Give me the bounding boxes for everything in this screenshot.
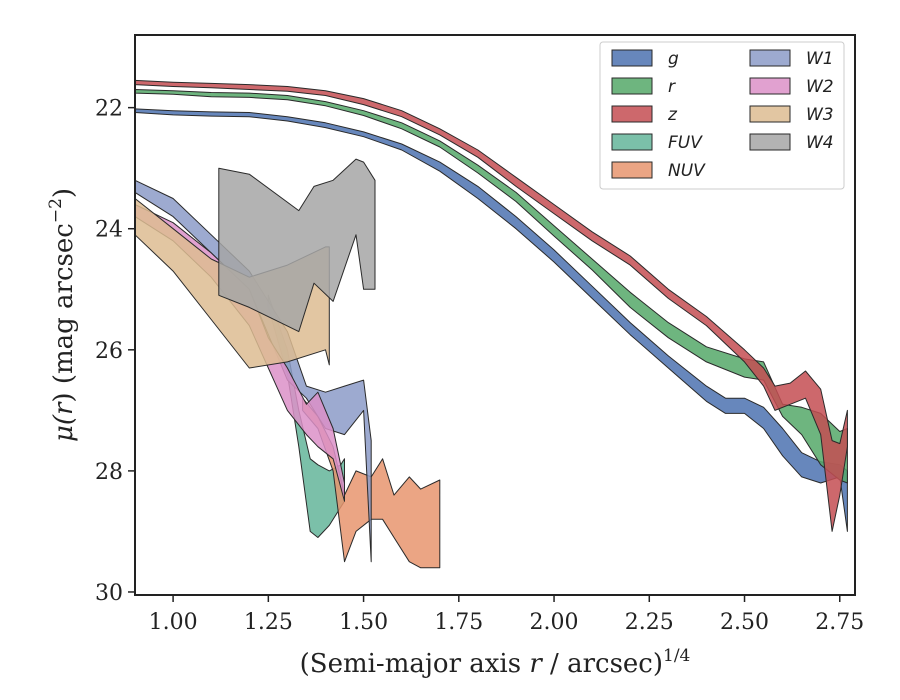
legend-label-w1: W1: [806, 49, 834, 69]
legend-label-w4: W4: [806, 133, 834, 153]
y-tick-label: 26: [95, 339, 123, 364]
series-areas: [134, 79, 848, 569]
legend-swatch-r: [611, 77, 653, 95]
legend-swatch-w3: [749, 105, 791, 123]
axis-ticks: 1.00 1.25 1.50 1.75 2.00 2.25 2.50 2.75 22 24 26 28…: [95, 97, 864, 635]
y-tick-label: 24: [95, 218, 123, 243]
x-tick-label: 2.75: [815, 610, 864, 635]
plot-frame: [134, 34, 856, 596]
legend-label-nuv: NUV: [668, 161, 706, 181]
y-tick-label: 22: [95, 97, 123, 122]
x-tick-label: 2.50: [720, 610, 769, 635]
series-band-r: [134, 89, 848, 484]
y-axis-label: μ(r) (mag arcsec−2): [46, 188, 79, 442]
x-tick-label: 1.25: [244, 610, 293, 635]
series-band-g: [134, 108, 848, 532]
legend-swatch-w1: [749, 49, 791, 67]
legend-label-w2: W2: [806, 77, 834, 97]
legend-swatch-w2: [749, 77, 791, 95]
series-band-z: [134, 79, 848, 532]
legend-label-z: z: [667, 105, 678, 125]
x-tick-label: 2.25: [625, 610, 674, 635]
x-axis-label: (Semi-major axis r / arcsec)1/4: [300, 646, 691, 679]
y-tick-label: 28: [95, 460, 123, 485]
legend-label-fuv: FUV: [668, 133, 703, 153]
x-tick-label: 1.50: [339, 610, 388, 635]
legend-label-g: g: [668, 49, 679, 69]
legend-swatch-fuv: [611, 133, 653, 151]
legend-swatch-g: [611, 49, 653, 67]
x-tick-label: 1.00: [149, 610, 198, 635]
legend-swatch-z: [611, 105, 653, 123]
legend-swatch-nuv: [611, 161, 653, 179]
legend-swatch-w4: [749, 133, 791, 151]
legend-label-w3: W3: [806, 105, 834, 125]
x-tick-label: 1.75: [434, 610, 483, 635]
legend-label-r: r: [668, 77, 676, 97]
legend: grz FUV NUV W1 W2 W3 W4: [599, 41, 845, 190]
series-band-w4: [218, 158, 376, 333]
x-tick-label: 2.00: [530, 610, 579, 635]
y-tick-label: 30: [95, 581, 123, 606]
